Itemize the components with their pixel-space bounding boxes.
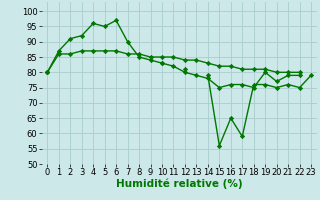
X-axis label: Humidité relative (%): Humidité relative (%) [116, 179, 243, 189]
